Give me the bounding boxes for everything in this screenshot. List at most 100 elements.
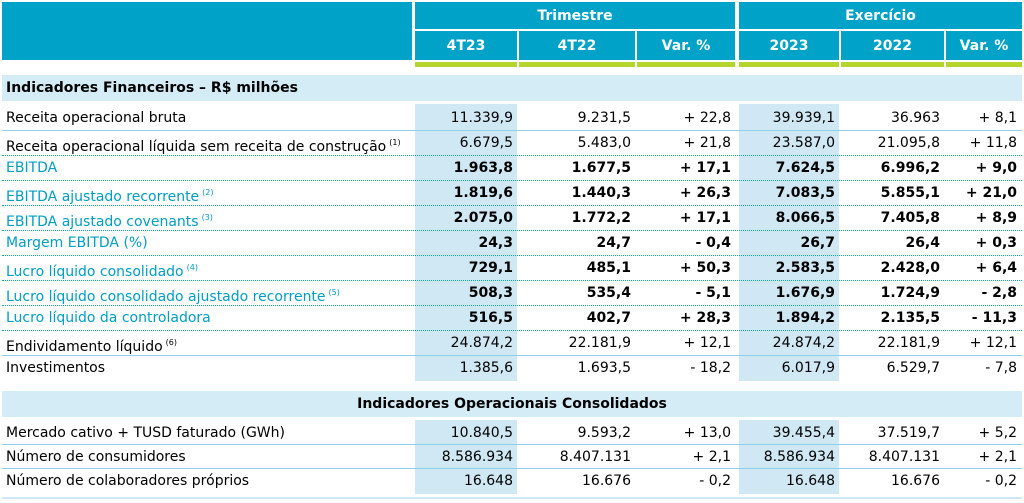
- col-header-var-exercicio: Var. %: [946, 31, 1022, 60]
- row-label: Receita operacional bruta: [6, 106, 186, 130]
- table-row: Número de consumidores 8.586.934 8.407.131…: [0, 445, 1024, 469]
- col-header-2023: 2023: [739, 31, 839, 60]
- value-cell: 5.483,0: [577, 135, 631, 151]
- value-cell: 1.693,5: [577, 360, 631, 376]
- value-cell: 8.407.131: [559, 449, 631, 465]
- value-cell: + 2,1: [692, 449, 731, 465]
- row-label: Lucro líquido consolidado ajustado recor…: [6, 281, 340, 305]
- table-row: Número de colaboradores próprios 16.648 16…: [0, 469, 1024, 493]
- value-cell: 2.135,5: [880, 310, 940, 326]
- row-label-text: Número de colaboradores próprios: [6, 473, 250, 489]
- group-header-trimestre: Trimestre: [415, 2, 735, 29]
- section-header-financeiros: Indicadores Financeiros – R$ milhões: [2, 75, 1022, 101]
- footnote-marker: (6): [165, 338, 177, 347]
- value-cell: 485,1: [586, 260, 631, 276]
- row-label: Lucro líquido da controladora: [6, 306, 211, 330]
- value-cell: + 11,8: [969, 135, 1017, 151]
- row-label-text: Receita operacional líquida sem receita …: [6, 139, 387, 155]
- value-cell: 23.587,0: [772, 135, 835, 151]
- row-divider: [2, 180, 1022, 181]
- value-cell: 10.840,5: [450, 425, 513, 441]
- value-cell: 6.679,5: [459, 135, 513, 151]
- value-cell: 8.586.934: [441, 449, 513, 465]
- value-cell: 402,7: [586, 310, 631, 326]
- table-row: Receita operacional líquida sem receita …: [0, 131, 1024, 155]
- value-cell: + 17,1: [679, 160, 731, 176]
- row-label: Endividamento líquido (6): [6, 331, 177, 355]
- value-cell: + 8,1: [978, 110, 1017, 126]
- table-row: Lucro líquido consolidado (4) 729,1 485,1 + …: [0, 256, 1024, 280]
- table-row: EBITDA ajustado recorrente (2) 1.819,6 1.44…: [0, 181, 1024, 205]
- column-shade: [415, 420, 517, 494]
- value-cell: + 12,1: [683, 335, 731, 351]
- row-divider: [2, 255, 1022, 256]
- value-cell: - 0,2: [699, 473, 731, 489]
- row-label: Receita operacional líquida sem receita …: [6, 131, 401, 155]
- row-label: Lucro líquido consolidado (4): [6, 256, 198, 280]
- accent-bar: [739, 62, 839, 67]
- col-header-4t22: 4T22: [519, 31, 635, 60]
- row-divider: [2, 155, 1022, 156]
- value-cell: 11.339,9: [450, 110, 513, 126]
- row-label-text: EBITDA: [6, 160, 58, 176]
- value-cell: 1.385,6: [459, 360, 513, 376]
- accent-bar: [519, 62, 635, 67]
- row-divider: [2, 205, 1022, 206]
- value-cell: 2.428,0: [880, 260, 940, 276]
- table-row: Investimentos 1.385,6 1.693,5 - 18,2 6.017,9…: [0, 356, 1024, 380]
- value-cell: 8.586.934: [763, 449, 835, 465]
- col-header-4t23: 4T23: [415, 31, 517, 60]
- value-cell: 1.724,9: [880, 285, 940, 301]
- value-cell: - 7,8: [985, 360, 1017, 376]
- value-cell: 2.583,5: [775, 260, 835, 276]
- value-cell: 24.874,2: [450, 335, 513, 351]
- row-label: Número de consumidores: [6, 445, 186, 469]
- value-cell: + 8,9: [975, 210, 1017, 226]
- row-label-text: Número de consumidores: [6, 449, 186, 465]
- value-cell: + 12,1: [969, 335, 1017, 351]
- value-cell: + 22,8: [683, 110, 731, 126]
- row-label-text: Lucro líquido da controladora: [6, 310, 211, 326]
- value-cell: 1.677,5: [571, 160, 631, 176]
- value-cell: 16.648: [786, 473, 835, 489]
- accent-bar: [637, 62, 735, 67]
- value-cell: 22.181,9: [568, 335, 631, 351]
- section-header-operacionais: Indicadores Operacionais Consolidados: [2, 391, 1022, 417]
- value-cell: 26,4: [905, 235, 940, 251]
- col-header-2022: 2022: [841, 31, 944, 60]
- value-cell: 37.519,7: [877, 425, 940, 441]
- value-cell: + 9,0: [975, 160, 1017, 176]
- value-cell: 24,7: [596, 235, 631, 251]
- value-cell: 24,3: [478, 235, 513, 251]
- value-cell: 1.963,8: [453, 160, 513, 176]
- row-label-text: Margem EBITDA (%): [6, 235, 148, 251]
- value-cell: 9.231,5: [577, 110, 631, 126]
- row-label-text: Lucro líquido consolidado: [6, 264, 184, 280]
- value-cell: 16.648: [464, 473, 513, 489]
- header-blank-cell: [2, 2, 412, 60]
- column-shade: [739, 104, 839, 381]
- row-divider: [2, 444, 1022, 445]
- value-cell: + 5,2: [978, 425, 1017, 441]
- value-cell: 1.440,3: [571, 185, 631, 201]
- value-cell: 6.529,7: [886, 360, 940, 376]
- value-cell: 26,7: [800, 235, 835, 251]
- table-row: Endividamento líquido (6) 24.874,2 22.181,9…: [0, 331, 1024, 355]
- value-cell: 16.676: [891, 473, 940, 489]
- row-label: Investimentos: [6, 356, 105, 380]
- value-cell: 8.407.131: [868, 449, 940, 465]
- row-divider: [2, 230, 1022, 231]
- value-cell: + 21,0: [965, 185, 1017, 201]
- value-cell: 1.772,2: [571, 210, 631, 226]
- value-cell: 8.066,5: [775, 210, 835, 226]
- accent-bar: [841, 62, 944, 67]
- footnote-marker: (1): [389, 138, 401, 147]
- row-label: EBITDA ajustado covenants (3): [6, 206, 213, 230]
- value-cell: - 5,1: [695, 285, 732, 301]
- value-cell: + 6,4: [975, 260, 1017, 276]
- value-cell: 9.593,2: [577, 425, 631, 441]
- row-divider: [2, 468, 1022, 469]
- accent-bar: [415, 62, 517, 67]
- value-cell: - 0,2: [985, 473, 1017, 489]
